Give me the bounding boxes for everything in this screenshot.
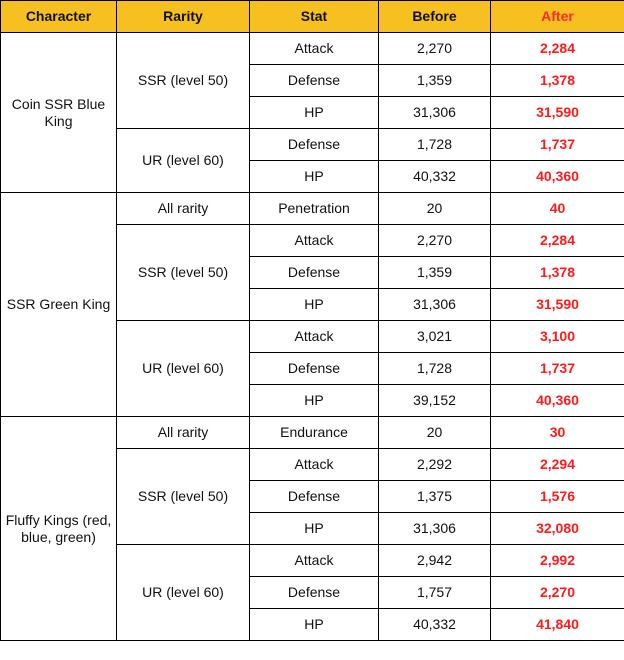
character-cell: Fluffy Kings (red, blue, green)	[0, 416, 117, 641]
stat-cell: HP	[249, 288, 379, 321]
rarity-cell: All rarity	[116, 192, 250, 225]
after-cell: 31,590	[490, 288, 624, 321]
after-cell: 31,590	[490, 96, 624, 129]
table-body: Coin SSR Blue King SSR (level 50) Attack 2,…	[0, 32, 624, 641]
before-cell: 2,270	[378, 32, 491, 65]
stat-cell: HP	[249, 160, 379, 193]
table-row: UR (level 60) Attack 3,021 3,100	[1, 320, 624, 417]
before-cell: 39,152	[378, 384, 491, 417]
after-cell: 2,992	[490, 544, 624, 577]
table-row: SSR (level 50) Attack 2,270 2,284	[1, 224, 624, 321]
before-cell: 31,306	[378, 288, 491, 321]
table-row: Defense 1,728 1,737	[1, 352, 624, 385]
stat-cell: Defense	[249, 128, 379, 161]
before-cell: 2,270	[378, 224, 491, 257]
rarity-cell: UR (level 60)	[116, 320, 250, 417]
table-row: Fluffy Kings (red, blue, green) All rarit…	[0, 416, 624, 641]
before-cell: 20	[378, 192, 491, 225]
after-cell: 41,840	[490, 608, 624, 641]
before-cell: 1,728	[378, 128, 491, 161]
before-cell: 20	[378, 416, 491, 449]
stat-cell: Attack	[249, 224, 379, 257]
table-row: Defense 1,757 2,270	[1, 576, 624, 609]
table-row: SSR Green King All rarity Penetration 20 40	[0, 192, 624, 417]
before-cell: 40,332	[378, 608, 491, 641]
stat-changes-table: Character Rarity Stat Before After Coin …	[0, 0, 624, 641]
character-cell: Coin SSR Blue King	[0, 32, 117, 193]
stat-cell: HP	[249, 512, 379, 545]
after-cell: 40,360	[490, 384, 624, 417]
rarity-cell: All rarity	[116, 416, 250, 449]
before-cell: 1,359	[378, 64, 491, 97]
stat-cell: HP	[249, 96, 379, 129]
stat-cell: Attack	[249, 32, 379, 65]
stat-cell: Penetration	[249, 192, 379, 225]
header-character: Character	[0, 0, 117, 33]
after-cell: 2,294	[490, 448, 624, 481]
rarity-cell: SSR (level 50)	[116, 448, 250, 545]
stat-cell: Attack	[249, 544, 379, 577]
after-cell: 1,378	[490, 256, 624, 289]
after-cell: 1,737	[490, 352, 624, 385]
stat-cell: Attack	[249, 320, 379, 353]
before-cell: 2,292	[378, 448, 491, 481]
before-cell: 31,306	[378, 96, 491, 129]
after-cell: 30	[490, 416, 624, 449]
rarity-cell: UR (level 60)	[116, 128, 250, 193]
before-cell: 1,375	[378, 480, 491, 513]
stat-cell: Defense	[249, 480, 379, 513]
before-cell: 1,757	[378, 576, 491, 609]
table-row: HP 40,332 41,840	[1, 608, 624, 641]
after-cell: 40,360	[490, 160, 624, 193]
stat-cell: Defense	[249, 64, 379, 97]
after-cell: 40	[490, 192, 624, 225]
table-row: UR (level 60) Attack 2,942 2,992	[1, 544, 624, 641]
stat-cell: Attack	[249, 448, 379, 481]
rarity-cell: UR (level 60)	[116, 544, 250, 641]
table-row: HP 31,306 32,080	[1, 512, 624, 545]
table-row: Defense 1,359 1,378	[1, 256, 624, 289]
after-cell: 2,284	[490, 224, 624, 257]
stat-cell: Defense	[249, 352, 379, 385]
stat-cell: HP	[249, 384, 379, 417]
after-cell: 2,270	[490, 576, 624, 609]
rarity-cell: SSR (level 50)	[116, 224, 250, 321]
header-after: After	[490, 0, 624, 33]
table-row: Coin SSR Blue King SSR (level 50) Attack 2,…	[0, 32, 624, 193]
header-before: Before	[378, 0, 491, 33]
header-row: Character Rarity Stat Before After	[0, 0, 624, 33]
before-cell: 40,332	[378, 160, 491, 193]
before-cell: 3,021	[378, 320, 491, 353]
table-row: HP 39,152 40,360	[1, 384, 624, 417]
table-row: UR (level 60) Defense 1,728 1,737	[1, 128, 624, 193]
stat-cell: Defense	[249, 576, 379, 609]
table-row: HP 40,332 40,360	[1, 160, 624, 193]
stat-cell: Endurance	[249, 416, 379, 449]
header-rarity: Rarity	[116, 0, 250, 33]
after-cell: 32,080	[490, 512, 624, 545]
rarity-cell: SSR (level 50)	[116, 32, 250, 129]
character-cell: SSR Green King	[0, 192, 117, 417]
before-cell: 2,942	[378, 544, 491, 577]
after-cell: 1,378	[490, 64, 624, 97]
after-cell: 2,284	[490, 32, 624, 65]
header-stat: Stat	[249, 0, 379, 33]
table-row: Defense 1,375 1,576	[1, 480, 624, 513]
before-cell: 1,359	[378, 256, 491, 289]
after-cell: 3,100	[490, 320, 624, 353]
after-cell: 1,737	[490, 128, 624, 161]
after-cell: 1,576	[490, 480, 624, 513]
before-cell: 1,728	[378, 352, 491, 385]
before-cell: 31,306	[378, 512, 491, 545]
stat-cell: HP	[249, 608, 379, 641]
table-row: HP 31,306 31,590	[1, 96, 624, 129]
table-row: HP 31,306 31,590	[1, 288, 624, 321]
stat-cell: Defense	[249, 256, 379, 289]
